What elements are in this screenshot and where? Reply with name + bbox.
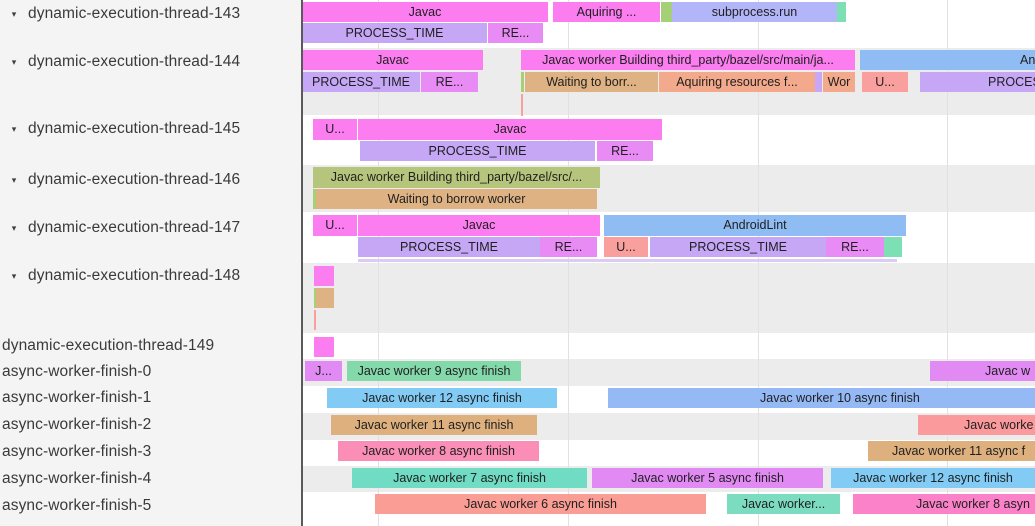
- span-bar[interactable]: AndroidLint: [860, 50, 1035, 70]
- span-bar[interactable]: PROCESS_TIME: [302, 23, 487, 43]
- track-label[interactable]: dynamic-execution-thread-148: [28, 267, 241, 284]
- collapse-triangle-icon[interactable]: ▾: [11, 56, 17, 67]
- span-bar-sliver[interactable]: [837, 2, 846, 22]
- track-label[interactable]: async-worker-finish-0: [2, 363, 152, 380]
- span-bar-sliver[interactable]: [884, 237, 902, 257]
- track-label[interactable]: dynamic-execution-thread-146: [28, 171, 241, 188]
- span-bar[interactable]: AndroidLint: [604, 215, 906, 236]
- track-row-async-worker-finish-5[interactable]: async-worker-finish-5: [0, 496, 301, 516]
- span-bar-sliver[interactable]: [358, 259, 897, 262]
- time-gridline: [568, 0, 569, 526]
- track-label[interactable]: dynamic-execution-thread-143: [28, 5, 241, 22]
- span-bar[interactable]: Javac worker 8 async finish: [338, 441, 539, 461]
- span-bar[interactable]: U...: [313, 119, 357, 140]
- span-bar[interactable]: Javac w: [930, 361, 1035, 381]
- span-bar[interactable]: Wor: [823, 72, 855, 92]
- span-bar[interactable]: Javac worke: [918, 415, 1035, 435]
- span-bar[interactable]: PROCESS_TIME: [358, 237, 540, 257]
- span-bar[interactable]: J...: [305, 361, 342, 381]
- span-bar[interactable]: Javac worker...: [727, 494, 840, 514]
- track-label[interactable]: async-worker-finish-2: [2, 416, 152, 433]
- span-bar[interactable]: RE...: [597, 141, 653, 161]
- span-bar[interactable]: Javac worker 7 async finish: [352, 468, 587, 488]
- span-bar[interactable]: Javac worker 11 async f: [868, 441, 1035, 461]
- span-bar[interactable]: U...: [862, 72, 908, 92]
- span-bar[interactable]: Javac: [358, 215, 600, 236]
- span-bar[interactable]: Javac worker 10 async finish: [608, 388, 1035, 408]
- collapse-triangle-icon[interactable]: ▾: [11, 222, 17, 233]
- span-bar[interactable]: Javac: [358, 119, 662, 140]
- track-row-background: [302, 263, 1035, 333]
- track-row-dynamic-execution-thread-144[interactable]: ▾ dynamic-execution-thread-144: [0, 52, 301, 72]
- span-bar[interactable]: Javac: [302, 2, 548, 22]
- time-gridline: [378, 0, 379, 526]
- track-row-async-worker-finish-4[interactable]: async-worker-finish-4: [0, 469, 301, 489]
- collapse-triangle-icon[interactable]: ▾: [11, 123, 17, 134]
- span-bar[interactable]: PROCESS_TIME: [650, 237, 826, 257]
- span-bar-sliver[interactable]: [661, 2, 672, 22]
- time-gridline: [758, 0, 759, 526]
- track-row-dynamic-execution-thread-147[interactable]: ▾ dynamic-execution-thread-147: [0, 218, 301, 238]
- track-label[interactable]: async-worker-finish-4: [2, 470, 152, 487]
- span-bar[interactable]: RE...: [826, 237, 884, 257]
- span-bar-sliver[interactable]: [314, 288, 316, 308]
- span-bar[interactable]: Javac worker 9 async finish: [347, 361, 521, 381]
- collapse-triangle-icon[interactable]: ▾: [11, 8, 17, 19]
- span-bar[interactable]: Javac: [302, 50, 483, 70]
- span-bar-sliver[interactable]: [314, 337, 334, 357]
- span-bar[interactable]: PROCESS_TIME: [360, 141, 595, 161]
- track-row-async-worker-finish-1[interactable]: async-worker-finish-1: [0, 388, 301, 408]
- track-row-dynamic-execution-thread-143[interactable]: ▾ dynamic-execution-thread-143: [0, 4, 301, 24]
- span-bar[interactable]: U...: [313, 215, 357, 236]
- span-bar[interactable]: PROCESS_TIME: [302, 72, 420, 92]
- span-bar[interactable]: U...: [604, 237, 648, 257]
- span-bar-sliver[interactable]: [316, 288, 334, 308]
- span-bar[interactable]: Javac worker 8 asyn: [853, 494, 1035, 514]
- track-label[interactable]: async-worker-finish-5: [2, 497, 152, 514]
- track-row-dynamic-execution-thread-148[interactable]: ▾ dynamic-execution-thread-148: [0, 266, 301, 286]
- track-row-dynamic-execution-thread-145[interactable]: ▾ dynamic-execution-thread-145: [0, 119, 301, 139]
- span-bar[interactable]: Aquiring resources f...: [659, 72, 815, 92]
- span-bar[interactable]: Javac worker Building third_party/bazel/…: [313, 167, 600, 188]
- span-bar[interactable]: RE...: [421, 72, 478, 92]
- track-label[interactable]: dynamic-execution-thread-149: [2, 337, 215, 354]
- span-bar[interactable]: subprocess.run: [672, 2, 837, 22]
- track-label[interactable]: dynamic-execution-thread-144: [28, 53, 241, 70]
- span-bar-sliver[interactable]: [521, 94, 523, 116]
- span-bar[interactable]: Aquiring ...: [553, 2, 660, 22]
- track-label[interactable]: dynamic-execution-thread-147: [28, 219, 241, 236]
- span-bar[interactable]: Javac worker 6 async finish: [375, 494, 706, 514]
- span-bar[interactable]: Javac worker 12 async finish: [831, 468, 1035, 488]
- track-label[interactable]: dynamic-execution-thread-145: [28, 120, 241, 137]
- time-gridline: [947, 0, 948, 526]
- track-row-async-worker-finish-2[interactable]: async-worker-finish-2: [0, 415, 301, 435]
- span-bar[interactable]: Javac worker Building third_party/bazel/…: [521, 50, 855, 70]
- track-row-async-worker-finish-3[interactable]: async-worker-finish-3: [0, 442, 301, 462]
- track-row-dynamic-execution-thread-149[interactable]: dynamic-execution-thread-149: [0, 336, 301, 356]
- collapse-triangle-icon[interactable]: ▾: [11, 174, 17, 185]
- span-bar-sliver[interactable]: [521, 72, 524, 92]
- span-bar[interactable]: Javac worker 5 async finish: [592, 468, 823, 488]
- span-bar-sliver[interactable]: [314, 310, 316, 330]
- span-bar[interactable]: Javac worker 12 async finish: [327, 388, 557, 408]
- track-row-dynamic-execution-thread-146[interactable]: ▾ dynamic-execution-thread-146: [0, 170, 301, 190]
- track-label[interactable]: async-worker-finish-1: [2, 389, 152, 406]
- span-bar-sliver[interactable]: [313, 189, 316, 209]
- track-label[interactable]: async-worker-finish-3: [2, 443, 152, 460]
- span-bar-sliver[interactable]: [815, 72, 822, 92]
- span-bar[interactable]: Waiting to borrow worker: [316, 189, 597, 209]
- span-bar[interactable]: Waiting to borr...: [525, 72, 658, 92]
- track-row-background: [302, 333, 1035, 359]
- sidebar-divider[interactable]: [301, 0, 303, 526]
- span-bar[interactable]: PROCESS_TIME: [920, 72, 1035, 92]
- track-row-async-worker-finish-0[interactable]: async-worker-finish-0: [0, 362, 301, 382]
- span-bar[interactable]: RE...: [488, 23, 543, 43]
- track-name-sidebar: ▾ dynamic-execution-thread-143 ▾ dynamic-ex…: [0, 0, 301, 526]
- span-bar[interactable]: Javac worker 11 async finish: [331, 415, 537, 435]
- span-bar-sliver[interactable]: [314, 266, 334, 286]
- span-bar[interactable]: RE...: [540, 237, 597, 257]
- collapse-triangle-icon[interactable]: ▾: [11, 270, 17, 281]
